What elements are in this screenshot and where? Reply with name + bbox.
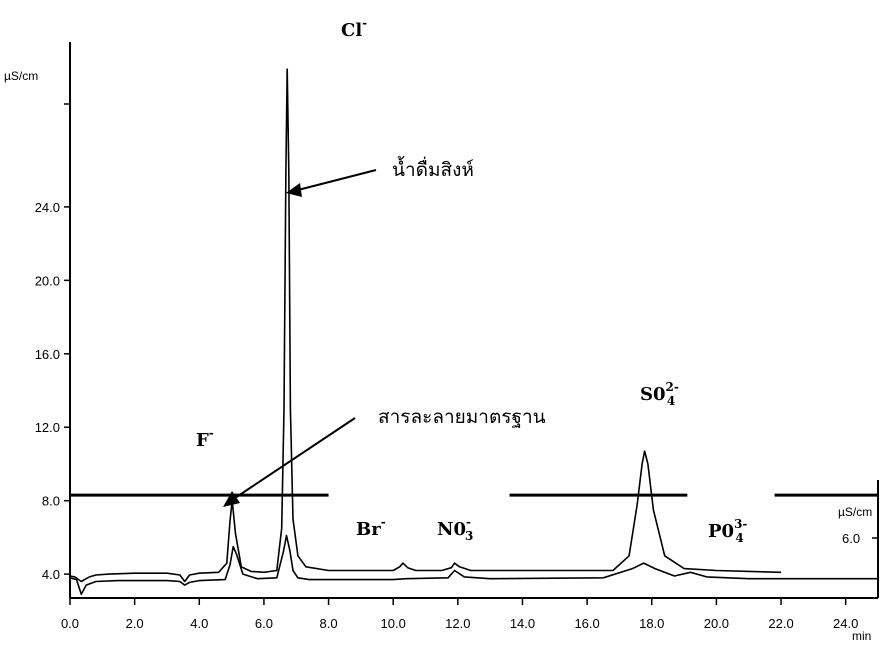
x-tick-label: 16.0 — [574, 616, 599, 631]
series-line-2 — [69, 534, 878, 596]
x-tick-label: 8.0 — [320, 616, 338, 631]
x-tick-label: 6.0 — [255, 616, 273, 631]
annotation-standard-solution: สารละลายมาตรฐาน — [378, 406, 546, 428]
annotation-arrow-standard-solution — [231, 417, 356, 501]
x-tick-label: 18.0 — [639, 616, 664, 631]
peak-label-po4: P03-4 — [708, 517, 747, 545]
y-tick-label: 4.0 — [42, 567, 60, 582]
series-line-1 — [69, 68, 782, 583]
x-tick-label: 2.0 — [126, 616, 144, 631]
y-axis-unit: µS/cm — [4, 69, 38, 83]
x-axis-unit: min — [852, 629, 871, 643]
x-tick-label: 10.0 — [381, 616, 406, 631]
annotation-drinking-water: น้ำดื่มสิงห์ — [392, 156, 474, 181]
x-tick-label: 4.0 — [190, 616, 208, 631]
y-tick-label: 20.0 — [35, 273, 60, 288]
x-tick-label: 14.0 — [510, 616, 535, 631]
arrowhead-standard-solution-icon — [223, 491, 240, 507]
peak-label-cl: Cl- — [341, 16, 367, 41]
y-tick-group: 4.0 8.0 12.0 16.0 20.0 24.0 — [35, 103, 70, 582]
peak-label-so4: S02-4 — [640, 380, 679, 408]
x-tick-label: 22.0 — [768, 616, 793, 631]
y-tick-label: 16.0 — [35, 347, 60, 362]
y-tick-label: 12.0 — [35, 420, 60, 435]
peak-label-br: Br- — [356, 515, 386, 540]
right-axis-tick-label: 6.0 — [842, 531, 860, 546]
x-tick-label: 0.0 — [61, 616, 79, 631]
right-axis-unit: µS/cm — [838, 505, 872, 519]
peak-label-f: F- — [196, 426, 214, 451]
y-tick-label: 24.0 — [35, 200, 60, 215]
arrowhead-drinking-water-icon — [286, 183, 302, 197]
annotation-arrow-drinking-water — [293, 169, 377, 192]
peak-label-no3: N0-3 — [437, 515, 473, 543]
x-tick-label: 24.0 — [833, 616, 858, 631]
x-tick-label: 12.0 — [445, 616, 470, 631]
x-tick-label: 20.0 — [704, 616, 729, 631]
y-tick-label: 8.0 — [42, 494, 60, 509]
series-group — [69, 68, 878, 596]
x-tick-group: 0.0 2.0 4.0 6.0 8.0 10.0 12.0 14.0 16.0 18.0 20.0 2… — [61, 598, 858, 631]
